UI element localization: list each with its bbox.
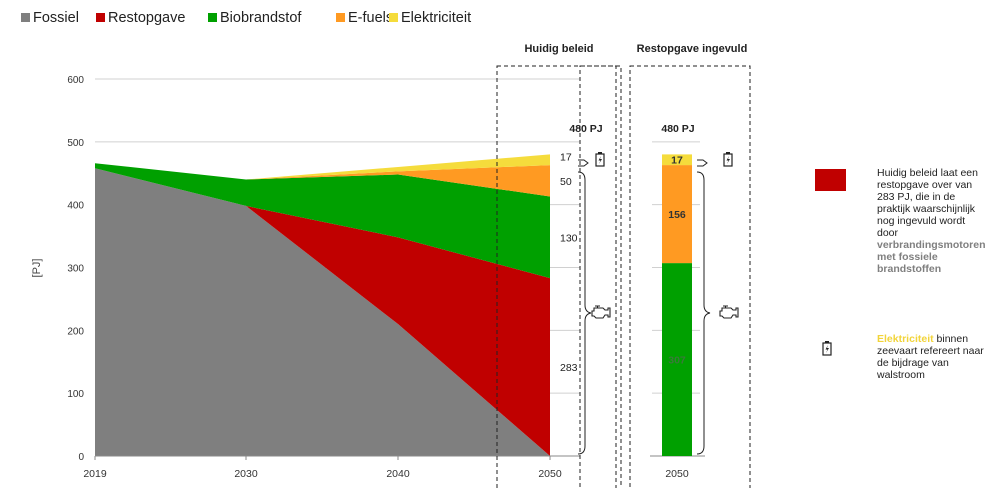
y-tick-600: 600 [67,75,84,86]
y-tick-200: 200 [67,326,84,337]
panel-huidig-beleid-frame [496,65,622,488]
icons [591,152,832,356]
y-tick-100: 100 [67,389,84,400]
total-label-huidig-beleid: 480 PJ [569,123,602,135]
legend-label-e-fuels: E-fuels [348,10,393,26]
engine-icon [719,305,739,319]
battery-icon [723,152,733,167]
huidig-beleid-panel: Huidig beleid 480 PJ 17 50 130 283 [496,43,622,488]
legend-label-fossiel: Fossiel [33,10,79,26]
legend-label-biobrandstof: Biobrandstof [220,10,302,26]
note-elektriciteit-highlight: Elektriciteit [877,333,934,345]
battery-icon [822,341,832,356]
legend-swatch-biobrandstof [208,13,217,22]
note-restopgave-swatch [815,169,846,191]
area-restopgave [95,168,550,456]
y-tick-500: 500 [67,138,84,149]
brace-engine [577,171,592,455]
segment-label-17: 17 [560,151,572,163]
battery-icon [595,152,605,167]
bar-segment-e-fuels [662,165,692,264]
y-tick-300: 300 [67,264,84,275]
note-restopgave-text: Huidig beleid laat een restopgave over v… [877,167,978,239]
panel-title-huidig-beleid: Huidig beleid [524,43,593,55]
panel-restopgave-frame [629,65,751,488]
bar-brace-elektriciteit [697,159,708,167]
legend-swatch-elektriciteit [389,13,398,22]
legend-swatch-e-fuels [336,13,345,22]
segment-label-283: 283 [560,362,578,374]
area-biobrandstof [95,163,550,279]
segment-label-50: 50 [560,176,572,188]
bar-segment-elektriciteit [662,154,692,166]
area-fossiel [95,168,550,456]
total-label-restopgave: 480 PJ [661,123,694,135]
panel-huidig-beleid-inner-frame [579,65,617,488]
bar-segment-biobrandstof [662,263,692,456]
x-tick-2030: 2030 [234,468,258,480]
note-restopgave-highlight: verbrandingsmotoren met fossiele brandst… [877,239,986,275]
y-axis-label: [PJ] [31,259,43,278]
bar-label-17: 17 [671,154,683,166]
segment-label-130: 130 [560,232,578,244]
area-e-fuels [95,163,550,197]
note-restopgave: Huidig beleid laat een restopgave over v… [877,167,989,275]
note-elektriciteit-text: binnen zeevaart refereert naar de bijdra… [877,333,984,381]
bar-category-2050: 2050 [665,468,689,480]
y-tick-400: 400 [67,201,84,212]
legend-label-restopgave: Restopgave [108,10,185,26]
note-elektriciteit: Elektriciteit binnen zeevaart refereert … [877,333,987,381]
panel-title-restopgave: Restopgave ingevuld [637,43,748,55]
engine-icon [591,305,611,319]
area-elektriciteit [95,154,550,180]
axes: 0 100 200 300 400 500 600 2019 2030 2040 2050 [PJ] [31,75,580,480]
restopgave-ingevuld-panel: Restopgave ingevuld 480 PJ 2050 307 156 17 [629,43,751,488]
brace-elektriciteit [578,159,589,167]
x-tick-2019: 2019 [83,468,107,480]
bar-brace-engine [696,171,711,455]
legend-label-elektriciteit: Elektriciteit [401,10,471,26]
bar-label-156: 156 [668,209,686,221]
legend: Fossiel Restopgave Biobrandstof E-fuels Elek… [21,10,471,26]
x-tick-2050: 2050 [538,468,562,480]
legend-swatch-restopgave [96,13,105,22]
y-tick-0: 0 [78,452,84,463]
area-series [95,154,550,456]
bar-label-307: 307 [668,355,686,367]
x-tick-2040: 2040 [386,468,410,480]
legend-swatch-fossiel [21,13,30,22]
